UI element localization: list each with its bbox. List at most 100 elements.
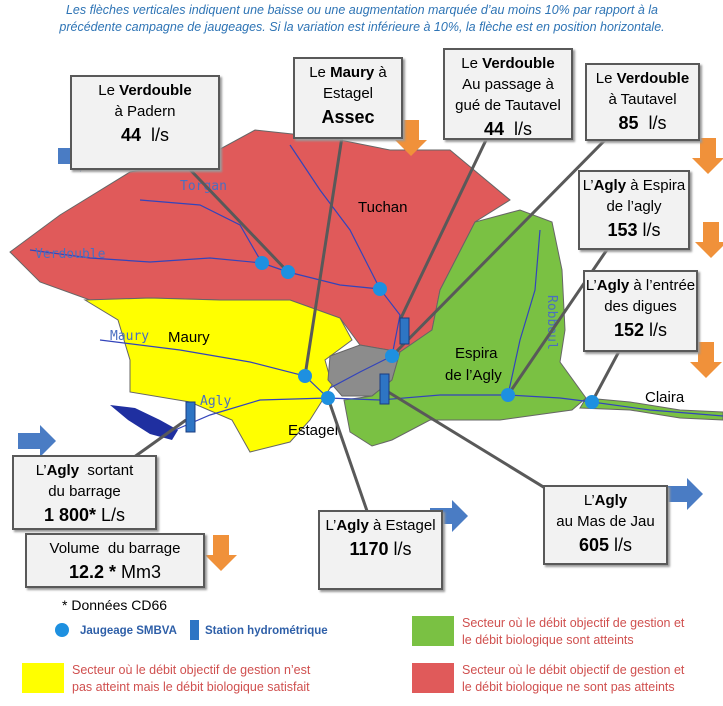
- gauging-point: [585, 395, 599, 409]
- hydro-station: [379, 373, 390, 405]
- hydro-station: [399, 317, 410, 345]
- box-text: 12.2 *: [68, 562, 117, 582]
- note: Les flèches verticales indiquent une bai…: [66, 3, 658, 17]
- box-text: des digues: [604, 298, 677, 315]
- box-line: Au passage à: [445, 74, 571, 95]
- box-text: l/s: [609, 535, 633, 555]
- legend-sector: Secteur où le débit objectif de gestion …: [462, 663, 685, 677]
- box-text: Le: [595, 70, 617, 87]
- box-text: au Mas de Jau: [556, 513, 655, 530]
- connector: [303, 97, 350, 377]
- box-line: 1 800* L/s: [14, 502, 155, 528]
- green-strip: [579, 397, 723, 421]
- box-line: 1170 l/s: [320, 536, 441, 562]
- station-box: L’Agly à Espira de l’agly 153 l/s: [578, 170, 690, 250]
- box-text: de l’agly: [606, 198, 662, 215]
- box-line: à Tautavel: [587, 89, 698, 110]
- legend-swatch: [412, 663, 454, 693]
- yellow-sector: [83, 297, 353, 453]
- box-text: Agly: [46, 462, 80, 479]
- box-text: à: [374, 64, 387, 81]
- place-label: Tuchan: [358, 199, 407, 216]
- box-text: Agly: [593, 177, 627, 194]
- box-text: L’: [585, 277, 597, 294]
- box-text: L’: [35, 462, 47, 479]
- legend-station: Station hydrométrique: [205, 625, 328, 637]
- gauging-point: [385, 349, 399, 363]
- box-text: à Tautavel: [608, 91, 677, 108]
- box-text: 1 800*: [43, 505, 97, 525]
- gauging-point: [255, 256, 269, 270]
- gauging-point: [281, 265, 295, 279]
- gauging-point: [298, 369, 312, 383]
- station-box: Le Verdouble à Padern 44 l/s: [70, 75, 220, 170]
- box-line: 44 l/s: [72, 122, 218, 148]
- box-line: L’Agly à Espira: [580, 175, 688, 196]
- box-line: Estagel: [295, 83, 401, 104]
- box-text: Volume du barrage: [49, 540, 181, 557]
- box-line: 152 l/s: [585, 317, 696, 343]
- box-line: Le Verdouble: [445, 53, 571, 74]
- box-text: Verdouble: [119, 82, 192, 99]
- box-text: L/s: [96, 505, 126, 525]
- box-line: 85 l/s: [587, 110, 698, 136]
- connector: [390, 100, 644, 358]
- box-line: L’Agly: [545, 490, 666, 511]
- green-sector: [343, 209, 587, 447]
- box-line: du barrage: [14, 481, 155, 502]
- station-box: Le Maury à Estagel Assec: [293, 57, 403, 139]
- box-text: Le: [309, 64, 331, 81]
- box-text: L’: [582, 177, 594, 194]
- box-line: L’Agly à l’entrée: [585, 275, 696, 296]
- place-label: Espira: [455, 345, 498, 362]
- legend-swatch: [412, 616, 454, 646]
- box-text: à Padern: [114, 103, 176, 120]
- box-text: Verdouble: [616, 70, 690, 87]
- legend-sector: le débit biologique sont atteints: [462, 633, 634, 647]
- box-line: L’Agly sortant: [14, 460, 155, 481]
- gauging-point: [501, 388, 515, 402]
- trend-arrow: [205, 535, 237, 571]
- station-box: Le Verdouble à Tautavel 85 l/s: [585, 63, 700, 141]
- box-text: Agly: [596, 277, 630, 294]
- box-text: sortant: [79, 462, 134, 479]
- note: précédente campagne de jaugeages. Si la …: [58, 20, 664, 34]
- box-text: l/s: [637, 220, 661, 240]
- box-text: 44: [483, 119, 504, 139]
- legend-gauging-icon: [55, 623, 69, 637]
- box-text: Le: [461, 55, 483, 72]
- box-text: l/s: [638, 113, 667, 133]
- box-text: L’: [583, 492, 595, 509]
- box-text: l/s: [644, 320, 668, 340]
- box-line: Le Maury à: [295, 62, 401, 83]
- box-text: 1170: [349, 539, 389, 559]
- place-label: Maury: [168, 329, 210, 346]
- box-line: des digues: [585, 296, 696, 317]
- station-box: Le Verdouble Au passage à gué de Tautavel 4…: [443, 48, 573, 140]
- river-label: Maury: [110, 329, 149, 344]
- box-text: 44: [120, 125, 141, 145]
- box-line: Assec: [295, 104, 401, 130]
- gauging-point: [321, 391, 335, 405]
- trend-arrow: [690, 342, 722, 378]
- box-line: à Padern: [72, 101, 218, 122]
- box-line: gué de Tautavel: [445, 95, 571, 116]
- box-line: Volume du barrage: [27, 538, 203, 559]
- place-label: Claira: [645, 389, 685, 406]
- gauging-point: [373, 282, 387, 296]
- river-label: Agly: [200, 394, 231, 409]
- box-line: 44 l/s: [445, 116, 571, 142]
- legend-swatch: [22, 663, 64, 693]
- box-line: Le Verdouble: [72, 80, 218, 101]
- hydro-station: [185, 401, 196, 433]
- box-text: à l’entrée: [629, 277, 696, 294]
- legend-gauging: Jaugeage SMBVA: [80, 625, 177, 637]
- box-text: Maury: [330, 64, 375, 81]
- box-text: l/s: [504, 119, 533, 139]
- river-label: Verdouble: [35, 247, 106, 262]
- box-text: 153: [607, 220, 638, 240]
- place-label: de l’Agly: [445, 367, 502, 384]
- legend-sector: Secteur où le débit objectif de gestion …: [462, 616, 685, 630]
